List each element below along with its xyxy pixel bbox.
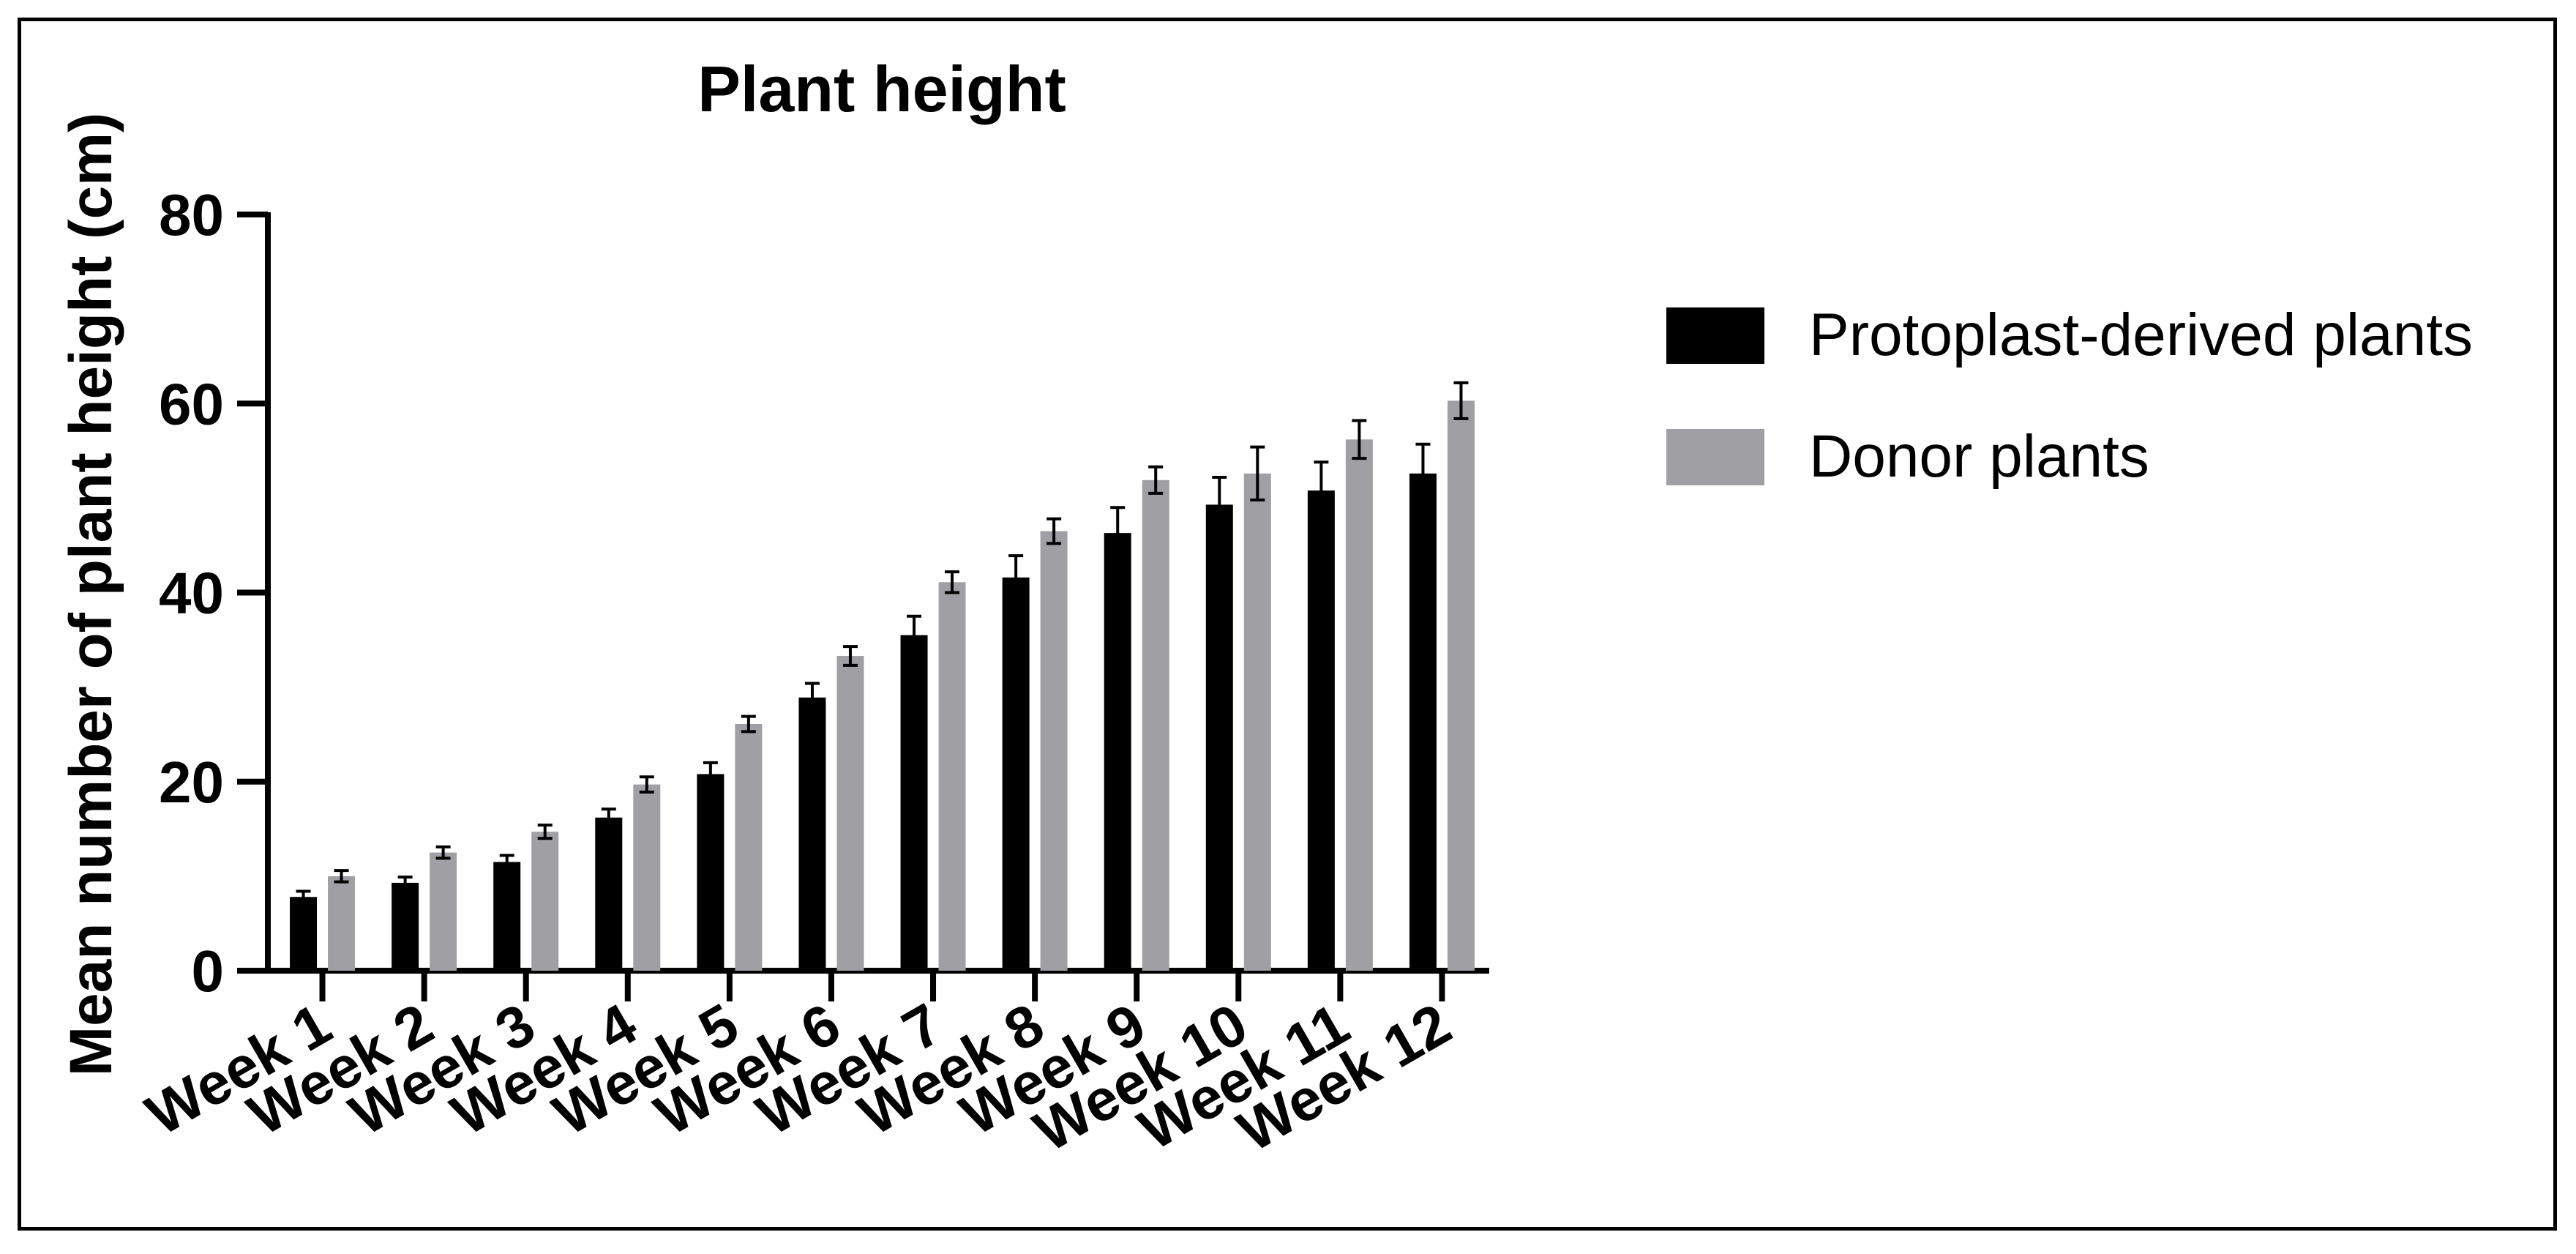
legend-swatch-donor — [1666, 429, 1764, 485]
bar-protoplast-derived — [290, 897, 318, 971]
bar-protoplast-derived — [595, 817, 623, 971]
figure-frame — [18, 18, 2557, 1231]
legend-label-donor: Donor plants — [1809, 423, 2149, 490]
bar-donor — [531, 832, 559, 971]
bar-donor — [735, 723, 763, 971]
bar-donor — [633, 784, 661, 971]
y-tick-label: 80 — [159, 182, 224, 247]
y-tick-label: 20 — [159, 750, 224, 815]
bar-donor — [1345, 439, 1373, 971]
bars-group — [290, 400, 1475, 971]
bar-donor — [1142, 479, 1169, 971]
y-axis-label: Mean number of plant height (cm) — [58, 113, 124, 1077]
bar-donor — [1447, 400, 1475, 971]
bar-protoplast-derived — [798, 697, 826, 971]
bar-protoplast-derived — [493, 862, 521, 971]
y-tick-label: 0 — [192, 938, 225, 1004]
bar-donor — [328, 876, 356, 971]
legend-label-protoplast-derived: Protoplast-derived plants — [1809, 302, 2473, 368]
bar-donor — [836, 656, 864, 971]
bar-protoplast-derived — [900, 635, 928, 971]
bar-donor — [1040, 531, 1068, 971]
bar-donor — [938, 582, 966, 971]
legend-swatch-protoplast-derived — [1666, 307, 1764, 364]
bar-protoplast-derived — [1409, 473, 1437, 971]
bar-protoplast-derived — [1205, 504, 1233, 971]
bar-protoplast-derived — [1104, 533, 1131, 971]
legend: Protoplast-derived plants Donor plants — [1666, 302, 2473, 490]
bar-protoplast-derived — [1307, 490, 1335, 971]
y-tick-label: 40 — [159, 561, 224, 626]
error-bars-group — [296, 381, 1469, 905]
y-tick-label: 60 — [159, 371, 224, 436]
y-axis: 0 20 40 60 80 — [159, 182, 271, 1004]
bar-protoplast-derived — [392, 882, 419, 971]
bar-protoplast-derived — [1002, 577, 1030, 971]
chart-title: Plant height — [697, 53, 1066, 125]
bar-protoplast-derived — [697, 774, 724, 971]
bar-donor — [1243, 473, 1271, 971]
bar-donor — [430, 852, 457, 971]
